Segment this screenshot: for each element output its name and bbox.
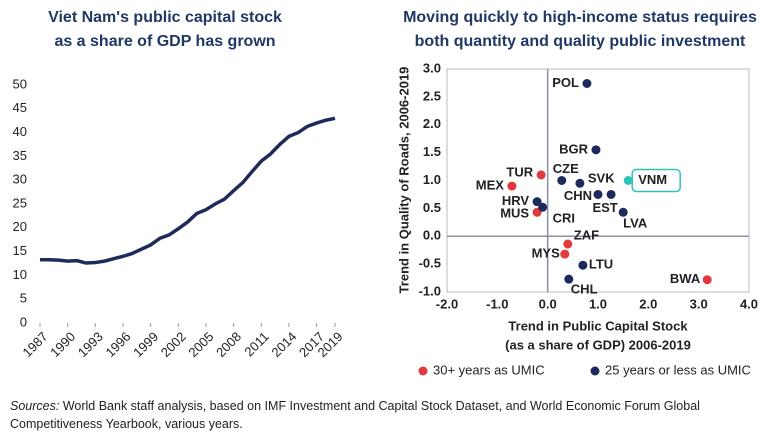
x-tick-label: 1993 bbox=[75, 329, 106, 360]
x-tick-label: 2008 bbox=[213, 329, 244, 360]
x-tick-label: -1.0 bbox=[486, 296, 508, 311]
point bbox=[536, 170, 546, 180]
y-tick-label: 15 bbox=[13, 243, 27, 258]
point bbox=[618, 207, 628, 217]
point-label: BWA bbox=[670, 271, 701, 286]
point bbox=[563, 239, 573, 249]
y-tick-label: -1.0 bbox=[419, 283, 441, 298]
y-tick-label: -0.5 bbox=[419, 256, 441, 271]
x-tick-label: 3.0 bbox=[690, 296, 708, 311]
x-tick-label: 1999 bbox=[130, 329, 161, 360]
point-label: CHL bbox=[571, 282, 598, 297]
sources: Sources: World Bank staff analysis, base… bbox=[10, 397, 710, 433]
x-axis-label: Trend in Public Capital Stock bbox=[508, 318, 688, 333]
point-label: CHN bbox=[564, 188, 592, 203]
point-label: SVK bbox=[588, 171, 615, 186]
point bbox=[593, 189, 603, 199]
point-label: LTU bbox=[589, 257, 613, 272]
y-tick-label: 25 bbox=[13, 195, 27, 210]
x-axis-label: (as a share of GDP) 2006-2019 bbox=[505, 337, 691, 352]
point-label: POL bbox=[552, 75, 579, 90]
x-tick-label: 2011 bbox=[241, 329, 271, 359]
point-label: EST bbox=[592, 200, 617, 215]
x-tick-label: -2.0 bbox=[436, 296, 458, 311]
point bbox=[578, 260, 588, 270]
x-tick-label: 2.0 bbox=[639, 296, 657, 311]
point-label: BGR bbox=[559, 141, 589, 156]
point-label: CZE bbox=[553, 161, 579, 176]
y-tick-label: 30 bbox=[13, 172, 27, 187]
point bbox=[560, 249, 570, 259]
y-tick-label: 50 bbox=[13, 76, 27, 91]
point bbox=[623, 176, 633, 185]
x-tick-label: 1987 bbox=[19, 329, 50, 360]
sources-text: World Bank staff analysis, based on IMF … bbox=[10, 399, 700, 431]
x-tick-label: 2002 bbox=[158, 329, 189, 360]
sources-label: Sources: bbox=[10, 399, 60, 413]
y-tick-label: 2.5 bbox=[423, 88, 441, 103]
chart-title: Moving quickly to high-income status req… bbox=[403, 9, 757, 26]
x-tick-label: 0.0 bbox=[539, 296, 557, 311]
x-tick-label: 1.0 bbox=[589, 296, 607, 311]
point-label: VNM bbox=[638, 172, 667, 187]
y-tick-label: 1.0 bbox=[423, 172, 441, 187]
point-label: MYS bbox=[532, 246, 561, 261]
point-label: HRV bbox=[502, 193, 530, 208]
legend-marker bbox=[590, 366, 600, 376]
point bbox=[538, 202, 548, 212]
plot-frame bbox=[446, 68, 750, 293]
point-label: MEX bbox=[476, 178, 505, 193]
y-tick-label: 0.5 bbox=[423, 200, 441, 215]
chart-title: as a share of GDP has grown bbox=[54, 33, 275, 50]
legend-marker bbox=[418, 366, 428, 376]
y-tick-label: 5 bbox=[20, 291, 27, 306]
line bbox=[40, 116, 336, 265]
point bbox=[532, 197, 542, 207]
y-tick-label: 0 bbox=[20, 314, 27, 329]
point bbox=[591, 145, 601, 155]
y-tick-label: 3.0 bbox=[423, 60, 441, 75]
point bbox=[582, 78, 592, 88]
y-tick-label: 35 bbox=[13, 148, 27, 163]
legend-label: 30+ years as UMIC bbox=[433, 362, 545, 377]
y-tick-label: 1.5 bbox=[423, 144, 441, 159]
y-tick-label: 0.0 bbox=[423, 228, 441, 243]
point bbox=[702, 275, 712, 285]
point bbox=[507, 181, 517, 191]
point bbox=[564, 274, 574, 284]
x-tick-label: 4.0 bbox=[740, 296, 758, 311]
charts: Viet Nam's public capital stock as a shar… bbox=[13, 9, 759, 377]
point bbox=[575, 178, 585, 188]
x-tick-label: 2005 bbox=[185, 329, 216, 360]
y-tick-label: 10 bbox=[13, 267, 27, 282]
y-tick-label: 2.0 bbox=[423, 116, 441, 131]
point-label: LVA bbox=[623, 216, 648, 231]
x-tick-label: 2014 bbox=[268, 329, 299, 360]
point-label: TUR bbox=[506, 164, 533, 179]
legend-label: 25 years or less as UMIC bbox=[605, 362, 751, 377]
chart-title: both quantity and quality public investm… bbox=[415, 33, 746, 50]
point bbox=[606, 189, 616, 199]
y-tick-label: 45 bbox=[13, 100, 27, 115]
chart-title: Viet Nam's public capital stock bbox=[48, 9, 282, 26]
y-axis-label: Trend in Quality of Roads, 2006-2019 bbox=[396, 67, 411, 294]
x-tick-label: 1990 bbox=[47, 329, 78, 360]
y-tick-label: 20 bbox=[13, 219, 27, 234]
point-label: ZAF bbox=[574, 227, 599, 242]
point-label: MUS bbox=[500, 206, 529, 221]
point-label: CRI bbox=[553, 211, 575, 226]
y-tick-label: 40 bbox=[13, 124, 27, 139]
point bbox=[557, 176, 567, 185]
x-tick-label: 1996 bbox=[102, 329, 133, 360]
